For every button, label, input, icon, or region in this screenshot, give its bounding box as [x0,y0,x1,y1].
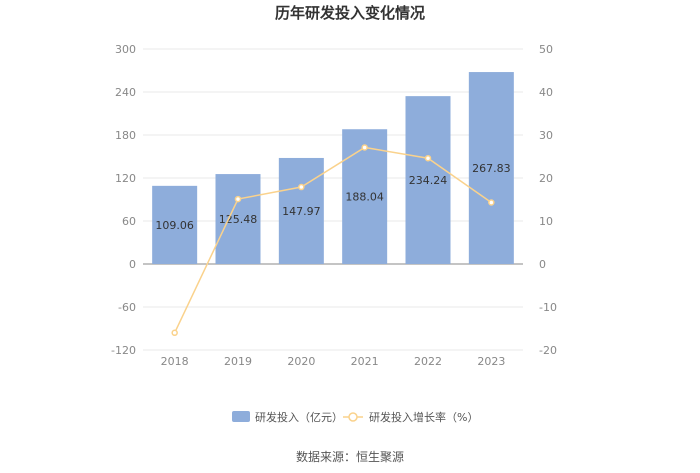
right-tick-label: 30 [539,129,553,142]
line-point [488,199,495,206]
bar-data-label: 267.83 [472,162,511,175]
right-tick-label: 10 [539,215,553,228]
x-tick-label: 2022 [414,355,442,368]
bar [278,157,324,264]
bar [468,72,514,264]
legend-line-marker [348,412,358,422]
legend-line-label: 研发投入增长率（%） [369,410,478,424]
x-tick-label: 2020 [287,355,315,368]
right-tick-label: 50 [539,43,553,56]
line-series [171,144,495,337]
left-tick-label: 0 [129,258,136,271]
chart-title: 历年研发投入变化情况 [275,4,425,22]
bar-data-label: 125.48 [219,213,258,226]
line-point [171,329,178,337]
left-tick-label: 240 [115,86,136,99]
x-tick-label: 2019 [224,355,252,368]
line-point [298,183,305,191]
right-tick-label: -10 [539,301,557,314]
left-tick-label: 60 [122,215,136,228]
bar [405,96,451,265]
left-axis: 300 240 180 120 60 0 -60 -120 [111,43,136,357]
bar-data-label: 234.24 [409,174,448,187]
line-point [424,154,432,162]
right-tick-label: 40 [539,86,553,99]
bar-data-label: 147.97 [282,205,321,218]
x-axis: 2018 2019 2020 2021 2022 2023 [161,355,506,368]
right-tick-label: 0 [539,258,546,271]
line-point [361,144,368,151]
bar-data-label: 188.04 [345,191,384,204]
left-tick-label: 120 [115,172,136,185]
x-tick-label: 2018 [161,355,189,368]
legend-bar-swatch [232,411,250,422]
source-text: 数据来源：恒生聚源 [296,449,404,464]
bar [152,185,198,264]
right-axis: 50 40 30 20 10 0 -10 -20 [539,43,557,357]
left-tick-label: 180 [115,129,136,142]
x-tick-label: 2023 [477,355,505,368]
left-tick-label: -120 [111,344,136,357]
left-tick-label: 300 [115,43,136,56]
x-tick-label: 2021 [351,355,379,368]
right-tick-label: -20 [539,344,557,357]
legend-bar-label: 研发投入（亿元） [255,410,343,424]
bar [215,174,261,264]
bar [342,129,388,264]
legend[interactable]: 研发投入（亿元） 研发投入增长率（%） [232,410,478,424]
line-point [234,195,242,203]
bar-data-label: 109.06 [155,219,194,232]
series-line [173,146,492,334]
right-tick-label: 20 [539,172,553,185]
bar-series: 109.06 125.48 147.97 188.04 234.24 267.83 [152,72,514,265]
left-tick-label: -60 [118,301,136,314]
grid [143,48,523,351]
